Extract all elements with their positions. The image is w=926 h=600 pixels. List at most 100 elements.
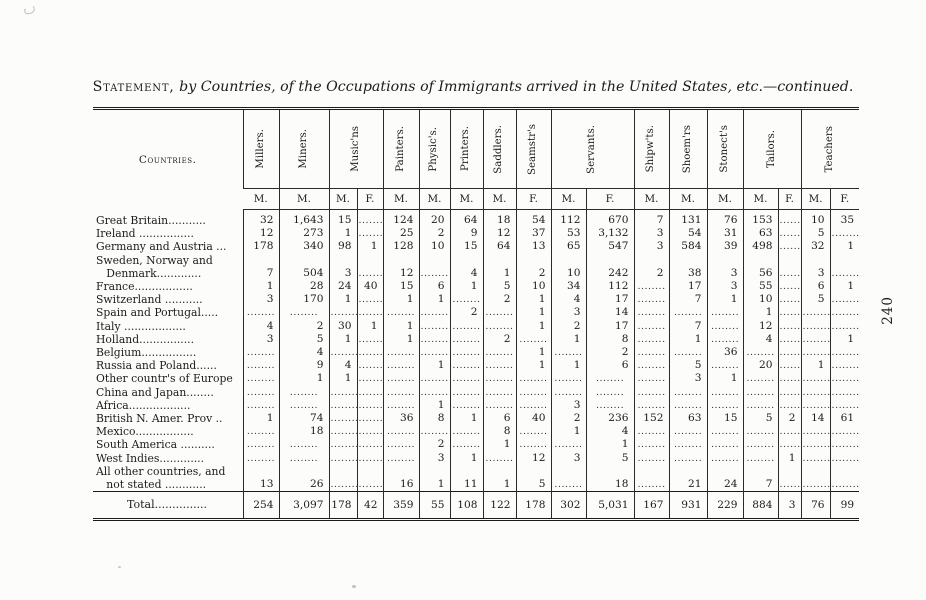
value-cell: 61 [829,412,860,426]
rotated-column-label: Saddlers. [493,124,505,174]
value-cell: 3 [706,253,744,281]
value-cell: ........ [356,425,384,439]
value-cell: ........ [328,438,357,452]
scan-artifact [23,4,36,16]
value-cell: 1 [242,280,279,294]
value-cell: 1 [449,412,484,426]
value-cell: ........ [242,438,279,452]
value-cell: 504 [278,253,329,281]
country-name-cell: Other countr's of Europe [96,372,233,386]
total-value-cell: 5,031 [585,491,635,520]
value-cell: 21 [668,464,708,492]
rotated-column-label: Shoem'rs [681,124,693,174]
sex-subheader: M. [550,188,587,210]
value-cell: 7 [242,253,279,281]
value-cell: 15 [382,280,420,294]
value-cell: 152 [633,412,670,426]
value-cell: 5 [800,293,831,307]
value-cell: 13 [515,240,552,254]
value-cell: ........ [356,332,384,347]
column-group-header-7: Seamstr's [515,108,552,189]
value-cell: 12 [382,253,420,281]
value-cell: 7 [742,464,779,492]
value-cell: ........ [800,464,831,492]
value-cell: 63 [668,412,708,426]
value-cell: ........ [585,398,635,413]
value-cell: ........ [449,425,484,439]
value-cell: ........ [829,293,860,307]
country-name-cell: Spain and Portugal..... [96,306,219,320]
value-cell: ........ [242,306,279,320]
value-cell: ........ [777,209,802,228]
value-cell: 98 [328,240,357,254]
value-cell: ........ [633,425,670,439]
value-cell: ........ [777,438,802,452]
rotated-column-label: Servants. [586,124,598,174]
value-cell: 40 [356,280,384,294]
value-cell: ........ [800,451,831,465]
value-cell: ........ [829,385,860,399]
value-cell: ........ [382,451,420,465]
value-cell: ........ [777,464,802,492]
value-cell: 1 [829,332,860,347]
value-cell: ........ [777,372,802,386]
value-cell: 35 [829,209,860,228]
value-cell: ........ [668,385,708,399]
occupations-of-immigrants-table: Countries. Millers. Miners. Music'ns Painter… [93,107,860,522]
table-row: Spain and Portugal......................… [93,306,860,320]
value-cell: ........ [829,319,860,333]
value-cell: ........ [418,346,451,360]
value-cell: 3,132 [585,227,635,241]
value-cell: ........ [550,385,587,399]
value-cell: ........ [706,398,744,413]
sex-subheader: M. [742,188,779,210]
value-cell: 112 [585,280,635,294]
value-cell: ........ [356,227,384,241]
value-cell: ........ [777,359,802,373]
value-cell: ........ [777,398,802,413]
value-cell: ........ [633,346,670,360]
value-cell: 1 [829,240,860,254]
value-cell: ........ [633,398,670,413]
value-cell: 8 [585,332,635,347]
total-value-cell: 302 [550,491,587,520]
value-cell: ........ [829,464,860,492]
country-name-cell: Belgium................ [96,346,197,360]
value-cell: 5 [668,359,708,373]
value-cell: ........ [706,306,744,320]
value-cell: ........ [777,280,802,294]
value-cell: ........ [777,319,802,333]
value-cell: 32 [242,209,279,228]
value-cell: 340 [278,240,329,254]
table-row: All other countries, and not stated ....… [93,464,860,492]
value-cell: 16 [382,464,420,492]
table-row: Switzerland ...........31701........11..… [93,293,860,307]
value-cell: ........ [550,464,587,492]
total-value-cell: 229 [706,491,744,520]
value-cell: ........ [829,451,860,465]
table-row: West Indies.............................… [93,451,860,465]
value-cell: ........ [829,359,860,373]
title-rest: by Countries, of the Occupations of Immi… [174,79,854,95]
value-cell: ........ [482,451,517,465]
table-row: Great Britain........... 32 1,643 15.......… [93,209,860,228]
value-cell: 76 [706,209,744,228]
value-cell: ........ [800,319,831,333]
value-cell: ........ [382,372,420,386]
value-cell: ........ [278,398,329,413]
sex-subheader: M. [382,188,420,210]
value-cell: ........ [777,425,802,439]
value-cell: 8 [418,412,451,426]
column-group-header-5: Printers. [449,108,484,189]
country-name-cell: France................. [96,280,193,294]
value-cell: 1,643 [278,209,329,228]
total-value-cell: 3,097 [278,491,329,520]
value-cell: ........ [777,240,802,254]
value-cell: ........ [515,372,552,386]
value-cell: 12 [242,227,279,241]
value-cell: 6 [482,412,517,426]
value-cell: ........ [356,464,384,492]
value-cell: ........ [482,385,517,399]
value-cell: ........ [356,253,384,281]
